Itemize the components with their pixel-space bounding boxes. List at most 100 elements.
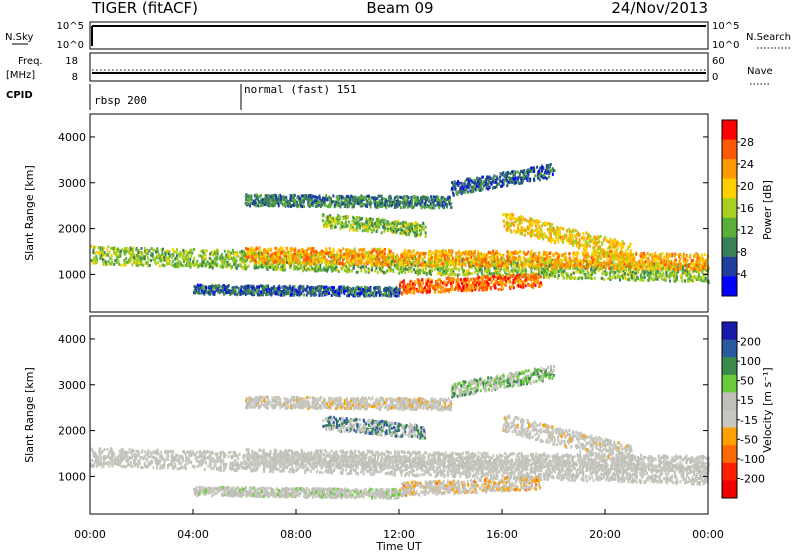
scatter-cell <box>263 248 266 252</box>
scatter-cell <box>584 276 587 280</box>
scatter-cell <box>267 259 270 263</box>
scatter-cell <box>538 285 541 289</box>
scatter-cell <box>175 251 178 255</box>
scatter-cell <box>660 261 663 265</box>
scatter-cell <box>417 263 420 267</box>
scatter-cell <box>315 250 318 254</box>
scatter-cell <box>426 262 429 266</box>
scatter-cell <box>387 256 390 260</box>
scatter-cell <box>311 256 314 260</box>
scatter-cell <box>620 263 623 267</box>
scatter-cell <box>255 254 258 258</box>
scatter-cell <box>430 270 433 274</box>
scatter-cell <box>171 247 174 251</box>
scatter-cell <box>434 250 437 254</box>
scatter-cell <box>561 272 564 276</box>
scatter-cell <box>538 256 541 260</box>
scatter-cell <box>378 260 381 264</box>
scatter-cell <box>676 265 679 269</box>
scatter-cell <box>700 257 703 261</box>
scatter-cell <box>208 256 211 260</box>
scatter-cell <box>316 253 319 257</box>
scatter-cell <box>554 258 557 262</box>
scatter-cell <box>313 262 316 266</box>
scatter-cell <box>654 252 657 256</box>
scatter-cell <box>309 252 312 256</box>
scatter-cell <box>257 260 260 264</box>
scatter-cell <box>166 261 169 265</box>
scatter-cell <box>335 268 338 272</box>
scatter-cell <box>642 266 645 270</box>
scatter-cell <box>286 250 289 254</box>
scatter-cell <box>377 250 380 254</box>
scatter-cell <box>164 253 167 257</box>
scatter-cell <box>523 252 526 256</box>
scatter-cell <box>666 267 669 271</box>
scatter-cell <box>226 253 229 257</box>
scatter-cell <box>631 255 634 259</box>
scatter-cell <box>215 258 218 262</box>
scatter-cell <box>527 250 530 254</box>
scatter-cell <box>271 255 274 259</box>
scatter-cell <box>521 275 524 279</box>
scatter-cell <box>502 277 505 281</box>
scatter-cell <box>432 263 435 267</box>
scatter-cell <box>114 258 117 262</box>
scatter-cell <box>662 259 665 263</box>
scatter-cell <box>400 228 403 232</box>
scatter-cell <box>395 258 398 262</box>
scatter-cell <box>373 247 376 251</box>
scatter-cell <box>687 272 690 276</box>
scatter-cell <box>694 266 697 270</box>
scatter-cell <box>555 251 558 255</box>
scatter-cell <box>255 252 258 256</box>
scatter-cell <box>435 282 438 286</box>
scatter-cell <box>322 268 325 272</box>
scatter-cell <box>339 249 342 253</box>
scatter-cell <box>283 254 286 258</box>
scatter-cell <box>483 274 486 278</box>
scatter-cell <box>656 268 659 272</box>
scatter-cell <box>653 278 656 282</box>
scatter-cell <box>349 249 352 253</box>
scatter-cell <box>569 259 572 263</box>
scatter-cell <box>522 255 525 259</box>
scatter-cell <box>510 268 513 272</box>
scatter-cell <box>234 264 237 268</box>
scatter-cell <box>441 281 444 285</box>
scatter-cell <box>274 268 277 272</box>
scatter-cell <box>705 257 708 261</box>
scatter-cell <box>439 272 442 276</box>
scatter-cell <box>646 259 649 263</box>
scatter-cell <box>463 251 466 255</box>
scatter-cell <box>352 261 355 265</box>
cpid-mode-2: normal (fast) 151 <box>244 83 357 96</box>
scatter-cell <box>102 263 105 267</box>
scatter-cell <box>686 259 689 263</box>
scatter-cell <box>306 258 309 262</box>
scatter-cell <box>262 254 265 258</box>
scatter-cell <box>167 257 170 261</box>
scatter-cell <box>572 251 575 255</box>
scatter-cell <box>497 276 500 280</box>
scatter-cell <box>387 268 390 272</box>
scatter-cell <box>297 253 300 257</box>
scatter-cell <box>655 261 658 265</box>
scatter-cell <box>635 264 638 268</box>
scatter-cell <box>480 266 483 270</box>
scatter-cell <box>423 260 426 264</box>
scatter-cell <box>325 249 328 253</box>
scatter-cell <box>423 271 426 275</box>
scatter-cell <box>445 271 448 275</box>
scatter-cell <box>484 260 487 264</box>
scatter-cell <box>475 262 478 266</box>
scatter-cell <box>689 278 692 282</box>
scatter-cell <box>704 267 707 271</box>
scatter-cell <box>516 274 519 278</box>
scatter-cell <box>531 257 534 261</box>
scatter-cell <box>436 259 439 263</box>
scatter-cell <box>113 262 116 266</box>
nsky-label: N.Sky <box>5 32 33 43</box>
scatter-cell <box>359 226 362 230</box>
scatter-cell <box>378 265 381 269</box>
